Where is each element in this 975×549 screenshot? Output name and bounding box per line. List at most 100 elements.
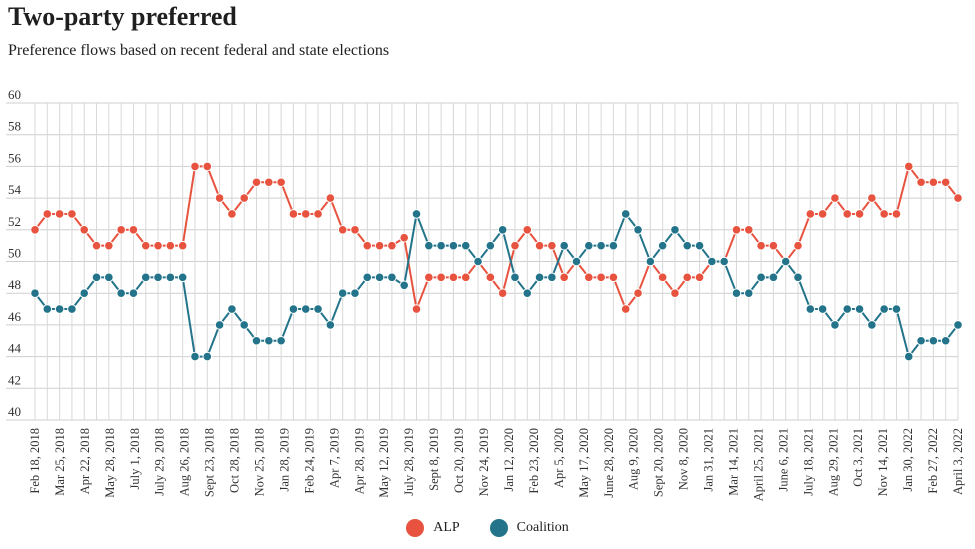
- data-point-coalition[interactable]: [313, 304, 323, 314]
- legend-item-coalition[interactable]: Coalition: [489, 519, 569, 537]
- data-point-alp[interactable]: [42, 209, 53, 219]
- data-point-coalition[interactable]: [916, 335, 926, 346]
- data-point-alp[interactable]: [214, 193, 225, 203]
- data-point-coalition[interactable]: [165, 272, 176, 283]
- data-point-alp[interactable]: [264, 177, 274, 188]
- data-point-alp[interactable]: [522, 225, 533, 235]
- data-point-alp[interactable]: [756, 240, 766, 251]
- data-point-coalition[interactable]: [91, 272, 102, 283]
- data-point-coalition[interactable]: [928, 335, 939, 346]
- data-point-alp[interactable]: [140, 240, 151, 251]
- data-point-coalition[interactable]: [116, 288, 126, 299]
- data-point-alp[interactable]: [510, 240, 520, 251]
- data-point-alp[interactable]: [682, 272, 693, 283]
- data-point-alp[interactable]: [251, 177, 262, 188]
- data-point-coalition[interactable]: [657, 240, 668, 251]
- data-point-alp[interactable]: [116, 225, 126, 235]
- data-point-alp[interactable]: [842, 209, 853, 219]
- data-point-coalition[interactable]: [288, 304, 299, 314]
- data-point-coalition[interactable]: [42, 304, 53, 314]
- data-point-alp[interactable]: [54, 209, 65, 219]
- data-point-coalition[interactable]: [177, 272, 188, 283]
- data-point-alp[interactable]: [731, 225, 742, 235]
- data-point-coalition[interactable]: [756, 272, 766, 283]
- data-point-alp[interactable]: [879, 209, 889, 219]
- data-point-alp[interactable]: [411, 304, 422, 314]
- data-point-coalition[interactable]: [337, 288, 348, 299]
- data-point-coalition[interactable]: [608, 240, 619, 251]
- data-point-coalition[interactable]: [879, 304, 889, 314]
- data-point-coalition[interactable]: [473, 256, 483, 267]
- data-point-coalition[interactable]: [325, 320, 336, 330]
- data-point-alp[interactable]: [916, 177, 926, 188]
- data-point-alp[interactable]: [313, 209, 323, 219]
- data-point-coalition[interactable]: [842, 304, 853, 314]
- data-point-coalition[interactable]: [202, 351, 213, 362]
- data-point-coalition[interactable]: [743, 288, 754, 299]
- data-point-coalition[interactable]: [867, 320, 877, 330]
- data-point-alp[interactable]: [928, 177, 939, 188]
- data-point-alp[interactable]: [793, 240, 803, 251]
- data-point-alp[interactable]: [596, 272, 606, 283]
- data-point-coalition[interactable]: [903, 351, 914, 362]
- data-point-coalition[interactable]: [387, 272, 397, 283]
- data-point-alp[interactable]: [670, 288, 680, 299]
- data-point-coalition[interactable]: [67, 304, 77, 314]
- data-point-coalition[interactable]: [534, 272, 545, 283]
- data-point-coalition[interactable]: [793, 272, 803, 283]
- data-point-coalition[interactable]: [559, 240, 569, 251]
- data-point-alp[interactable]: [227, 209, 237, 219]
- data-point-coalition[interactable]: [522, 288, 533, 299]
- data-point-alp[interactable]: [424, 272, 434, 283]
- data-point-alp[interactable]: [830, 193, 840, 203]
- data-point-alp[interactable]: [337, 225, 348, 235]
- data-point-coalition[interactable]: [448, 240, 459, 251]
- data-point-coalition[interactable]: [140, 272, 151, 283]
- data-point-alp[interactable]: [399, 232, 410, 243]
- data-point-coalition[interactable]: [571, 256, 582, 267]
- data-point-alp[interactable]: [534, 240, 545, 251]
- data-point-coalition[interactable]: [79, 288, 90, 299]
- data-point-alp[interactable]: [325, 193, 336, 203]
- data-point-alp[interactable]: [362, 240, 373, 251]
- data-point-coalition[interactable]: [227, 304, 237, 314]
- data-point-alp[interactable]: [694, 272, 705, 283]
- data-point-coalition[interactable]: [190, 351, 200, 362]
- data-point-coalition[interactable]: [731, 288, 742, 299]
- data-point-coalition[interactable]: [682, 240, 693, 251]
- data-point-coalition[interactable]: [300, 304, 311, 314]
- data-point-coalition[interactable]: [411, 209, 422, 219]
- data-point-alp[interactable]: [633, 288, 643, 299]
- data-point-coalition[interactable]: [780, 256, 791, 267]
- data-point-alp[interactable]: [177, 240, 188, 251]
- data-point-coalition[interactable]: [633, 225, 643, 235]
- data-point-coalition[interactable]: [940, 335, 951, 346]
- data-point-alp[interactable]: [657, 272, 668, 283]
- data-point-alp[interactable]: [91, 240, 102, 251]
- data-point-alp[interactable]: [559, 272, 569, 283]
- data-point-coalition[interactable]: [719, 256, 729, 267]
- data-point-alp[interactable]: [387, 240, 397, 251]
- data-point-alp[interactable]: [104, 240, 114, 251]
- data-point-alp[interactable]: [547, 240, 557, 251]
- data-point-coalition[interactable]: [153, 272, 163, 283]
- data-point-alp[interactable]: [276, 177, 286, 188]
- data-point-coalition[interactable]: [670, 225, 680, 235]
- data-point-alp[interactable]: [620, 304, 631, 314]
- data-point-alp[interactable]: [743, 225, 754, 235]
- data-point-coalition[interactable]: [276, 335, 286, 346]
- data-point-alp[interactable]: [436, 272, 446, 283]
- data-point-alp[interactable]: [67, 209, 77, 219]
- data-point-alp[interactable]: [300, 209, 311, 219]
- data-point-alp[interactable]: [239, 193, 250, 203]
- data-point-alp[interactable]: [374, 240, 385, 251]
- data-point-coalition[interactable]: [460, 240, 471, 251]
- data-point-alp[interactable]: [460, 272, 471, 283]
- data-point-coalition[interactable]: [510, 272, 520, 283]
- data-point-coalition[interactable]: [264, 335, 274, 346]
- data-point-coalition[interactable]: [30, 288, 40, 299]
- data-point-alp[interactable]: [485, 272, 496, 283]
- data-point-alp[interactable]: [891, 209, 902, 219]
- data-point-coalition[interactable]: [362, 272, 373, 283]
- data-point-alp[interactable]: [768, 240, 779, 251]
